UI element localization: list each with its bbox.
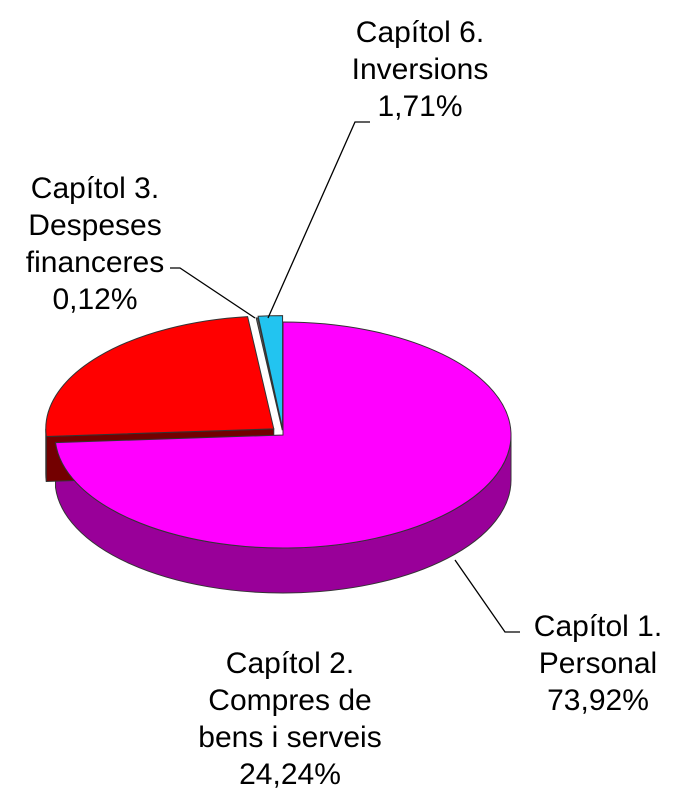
- category-label: Capítol 3. Despeses financeres: [25, 172, 165, 279]
- category-label: Capítol 2. Compres de bens i serveis: [198, 647, 382, 754]
- value-label: 73,92%: [547, 684, 649, 717]
- category-label: Capítol 6. Inversions: [351, 16, 489, 86]
- leader-line: [267, 121, 370, 319]
- slice: [257, 315, 284, 429]
- slice-label: Capítol 1. Personal 73,92%: [468, 608, 673, 719]
- slice: [54, 321, 512, 549]
- slice: [255, 317, 283, 431]
- slice-label: Capítol 6. Inversions 1,71%: [290, 14, 550, 125]
- value-label: 0,12%: [52, 283, 138, 316]
- leader-line: [454, 559, 520, 633]
- value-label: 1,71%: [377, 90, 463, 123]
- slice-label: Capítol 3. Despeses financeres 0,12%: [0, 170, 225, 318]
- leader-line: [170, 267, 256, 319]
- slice: [45, 316, 275, 437]
- value-label: 24,24%: [239, 758, 341, 791]
- slice-label: Capítol 2. Compres de bens i serveis 24,2…: [160, 645, 420, 793]
- category-label: Capítol 1. Personal: [533, 610, 663, 680]
